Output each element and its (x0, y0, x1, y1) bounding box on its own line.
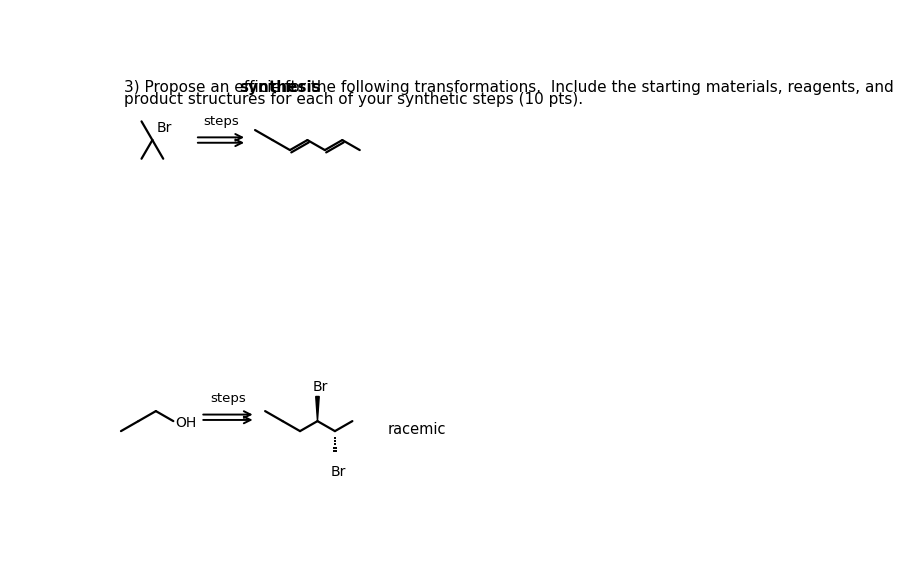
Text: Br: Br (156, 121, 172, 135)
Text: steps: steps (210, 392, 245, 405)
Text: Br: Br (313, 380, 328, 394)
Text: product structures for each of your synthetic steps (10 pts).: product structures for each of your synt… (125, 92, 584, 107)
Text: for the following transformations.  Include the starting materials, reagents, an: for the following transformations. Inclu… (280, 80, 894, 95)
Text: synthesis: synthesis (239, 80, 321, 95)
Text: racemic: racemic (387, 422, 445, 437)
Text: steps: steps (203, 114, 239, 127)
Text: OH: OH (175, 416, 196, 430)
Text: 3) Propose an efficient: 3) Propose an efficient (125, 80, 302, 95)
Text: Br: Br (330, 465, 345, 479)
Polygon shape (315, 396, 319, 421)
